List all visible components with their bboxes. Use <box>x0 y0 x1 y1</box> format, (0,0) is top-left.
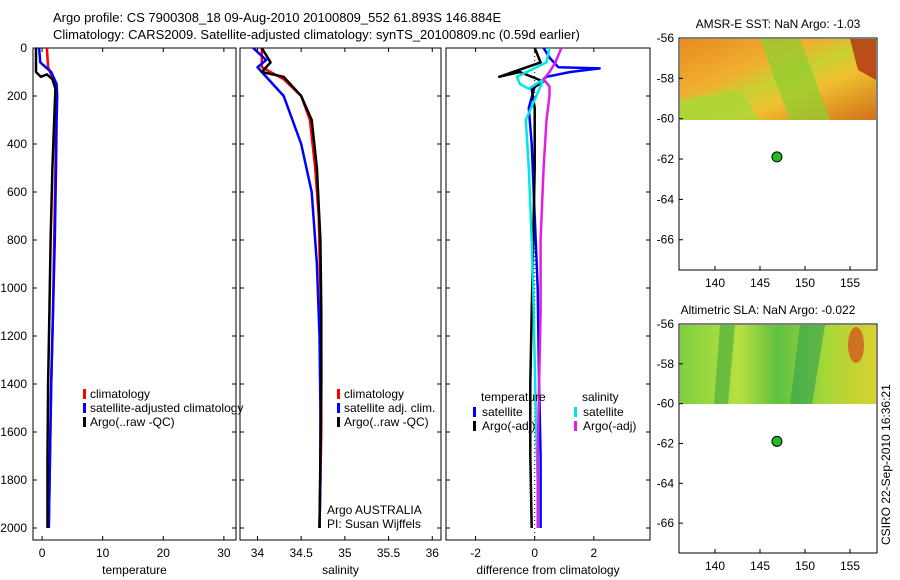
map-xtick-label: 145 <box>750 559 770 573</box>
legend-label: satellite adj. clim. <box>344 401 435 415</box>
title-line1: Argo profile: CS 7900308_18 09-Aug-2010 … <box>53 10 501 25</box>
legend-label: satellite <box>482 405 523 419</box>
diff-xlabel: difference from climatology <box>476 563 619 577</box>
map-xtick-label: 140 <box>705 559 725 573</box>
legend-label: Argo(..raw -QC) <box>90 415 175 429</box>
depth-tick-label: 800 <box>7 233 27 247</box>
map-xtick-label: 155 <box>840 276 860 290</box>
temp-xlabel: temperature <box>102 563 167 577</box>
diff-xtick-label: 0 <box>531 546 538 560</box>
legend-swatch <box>337 389 340 399</box>
legend-swatch <box>473 421 476 431</box>
depth-tick-label: 1000 <box>0 281 27 295</box>
map-ytick-label: -56 <box>657 31 675 45</box>
series-argo-raw-qc- <box>34 48 57 528</box>
diff-xtick-label: 2 <box>590 546 597 560</box>
map-xtick-label: 140 <box>705 276 725 290</box>
map-xtick-label: 145 <box>750 276 770 290</box>
legend-group-title: salinity <box>582 390 619 404</box>
sst-cold-band <box>760 39 830 120</box>
temp-xtick-label: 10 <box>96 546 110 560</box>
depth-tick-label: 200 <box>7 89 27 103</box>
series-salinity-argo-adj- <box>536 47 563 528</box>
legend-swatch <box>83 417 86 427</box>
map-ytick-label: -56 <box>657 317 675 331</box>
series-satellite-adjusted-climatology <box>37 47 59 529</box>
sal-xtick-label: 36 <box>426 546 440 560</box>
depth-tick-label: 1800 <box>0 473 27 487</box>
legend-label: climatology <box>344 387 404 401</box>
legend-label: Argo(-adj) <box>482 419 535 433</box>
temp-xtick-label: 30 <box>217 546 231 560</box>
sla-dark-band-2 <box>790 325 825 404</box>
sst-map: 140 145 150 155 -56 -58 -60 -62 -64 -66 <box>657 31 878 290</box>
legend-swatch <box>83 403 86 413</box>
map-xtick-label: 150 <box>795 276 815 290</box>
temperature-panel: 0 10 20 30 temperature 0 200 400 600 800 1000 1200 1… <box>0 41 243 577</box>
legend-label: satellite <box>583 405 624 419</box>
legend-label: Argo(..raw -QC) <box>344 415 429 429</box>
map-ytick-label: -62 <box>657 436 675 450</box>
sst-warm-core <box>850 39 876 80</box>
sal-xtick-label: 34.5 <box>289 546 313 560</box>
map-xtick-label: 155 <box>840 559 860 573</box>
temp-xtick-label: 20 <box>157 546 171 560</box>
sla-map: 140 145 150 155 -56 -58 -60 -62 -64 -66 <box>657 317 878 573</box>
map-ytick-label: -58 <box>657 71 675 85</box>
legend-group-title: temperature <box>481 390 546 404</box>
legend-label: climatology <box>90 387 150 401</box>
legend-swatch <box>473 407 476 417</box>
depth-tick-label: 1600 <box>0 425 27 439</box>
difference-panel: -2 0 2 difference from climatology temperatu… <box>445 47 651 577</box>
pi-annotation: Argo AUSTRALIA <box>327 503 422 517</box>
series-salinity-satellite <box>515 47 551 528</box>
pi-annotation: PI: Susan Wijffels <box>327 517 421 531</box>
sal-xlabel: salinity <box>322 563 359 577</box>
argo-float-marker <box>771 151 783 163</box>
map-ytick-label: -64 <box>657 192 675 206</box>
map-ytick-label: -60 <box>657 397 675 411</box>
legend-swatch <box>574 421 577 431</box>
sal-xtick-label: 35 <box>338 546 352 560</box>
footer-timestamp: CSIRO 22-Sep-2010 16:36:21 <box>879 384 893 545</box>
legend-label: Argo(-adj) <box>583 419 636 433</box>
depth-tick-label: 2000 <box>0 521 27 535</box>
series-temperature-argo-adj- <box>497 47 545 529</box>
map-ytick-label: -58 <box>657 357 675 371</box>
map-ytick-label: -66 <box>657 516 675 530</box>
temp-xtick-label: 0 <box>39 546 46 560</box>
sal-xtick-label: 35.5 <box>377 546 401 560</box>
depth-tick-label: 1200 <box>0 329 27 343</box>
sal-axes-frame <box>239 47 442 541</box>
legend-swatch <box>337 417 340 427</box>
legend-label: satellite-adjusted climatology <box>90 401 243 415</box>
map-ytick-label: -62 <box>657 152 675 166</box>
series-argo-raw-qc- <box>260 47 323 529</box>
depth-tick-label: 600 <box>7 185 27 199</box>
depth-tick-label: 400 <box>7 137 27 151</box>
salinity-panel: 34 34.5 35 35.5 36 salinity climatologysatelli… <box>239 47 442 577</box>
legend-swatch <box>83 389 86 399</box>
argo-float-marker <box>771 435 783 447</box>
sla-field <box>680 325 876 404</box>
sla-map-title: Altimetric SLA: NaN Argo: -0.022 <box>681 303 856 317</box>
sst-map-title: AMSR-E SST: NaN Argo: -1.03 <box>696 17 861 31</box>
diff-xtick-label: -2 <box>470 546 481 560</box>
sla-dark-band-1 <box>714 325 735 404</box>
map-xtick-label: 150 <box>795 559 815 573</box>
sst-green-patch <box>680 90 760 120</box>
title-line2: Climatology: CARS2009. Satellite-adjuste… <box>53 27 580 42</box>
depth-tick-label: 1400 <box>0 377 27 391</box>
sla-warm-eddy <box>848 327 864 363</box>
map-ytick-label: -66 <box>657 233 675 247</box>
depth-tick-label: 0 <box>20 41 27 55</box>
map-ytick-label: -60 <box>657 112 675 126</box>
sal-xtick-label: 34 <box>251 546 265 560</box>
diff-axes-frame <box>445 47 651 541</box>
map-ytick-label: -64 <box>657 476 675 490</box>
legend-swatch <box>337 403 340 413</box>
temp-axes-frame <box>32 47 237 541</box>
legend-swatch <box>574 407 577 417</box>
